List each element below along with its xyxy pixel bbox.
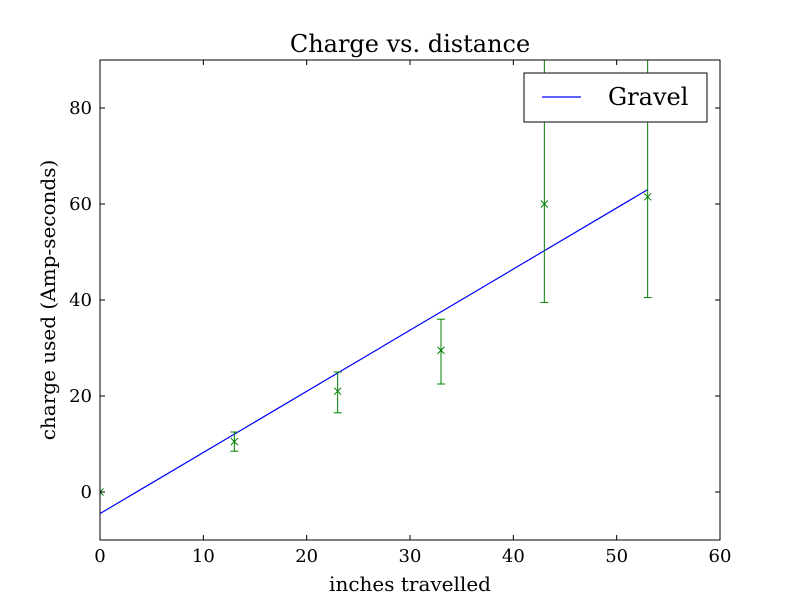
legend: Gravel [523, 72, 708, 123]
y-tick-label: 80 [69, 98, 92, 119]
x-tick-label: 30 [399, 546, 422, 567]
data-point-stroke-b [100, 488, 104, 493]
y-axis-label: charge used (Amp-seconds) [36, 160, 60, 441]
data-point-stroke-b [437, 346, 445, 355]
chart-title: Charge vs. distance [290, 30, 530, 58]
y-tick-label: 60 [69, 194, 92, 215]
data-point-stroke-a [100, 491, 104, 496]
axis-ticks: 0 10 20 30 40 50 60 0 20 40 60 80 [69, 60, 731, 567]
data-point-stroke-b [230, 437, 239, 446]
x-tick-label: 10 [192, 546, 215, 567]
x-tick-label: 60 [709, 546, 732, 567]
x-tick-label: 50 [605, 546, 628, 567]
fit-line-gravel [100, 189, 648, 515]
data-point-stroke-b [540, 200, 549, 208]
data-point-stroke-b [333, 387, 342, 396]
x-axis-label: inches travelled [329, 572, 491, 596]
y-tick-label: 20 [69, 386, 92, 407]
data-point [333, 387, 342, 396]
plot-area [100, 60, 652, 515]
x-tick-label: 0 [94, 546, 105, 567]
x-tick-label: 20 [295, 546, 318, 567]
data-point [100, 488, 104, 496]
y-tick-label: 40 [69, 290, 92, 311]
data-point [437, 346, 445, 355]
data-point [230, 437, 239, 446]
data-point [540, 200, 549, 208]
data-point-stroke-b [643, 192, 652, 201]
plot-frame [99, 59, 721, 541]
x-tick-label: 40 [502, 546, 525, 567]
data-point [643, 192, 652, 201]
y-tick-label: 0 [81, 482, 92, 503]
legend-label-gravel: Gravel [608, 83, 688, 111]
